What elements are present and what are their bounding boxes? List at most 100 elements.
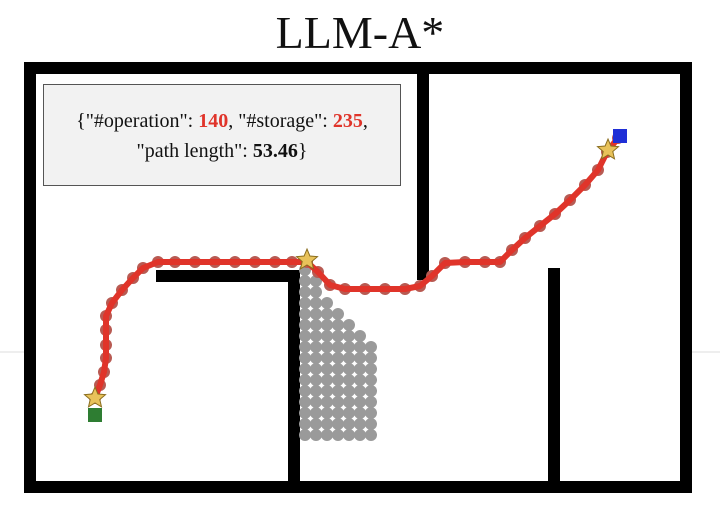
- explored-node: [321, 319, 333, 331]
- wall-left: [24, 62, 36, 493]
- explored-node: [310, 341, 322, 353]
- start-square-icon: [88, 408, 102, 422]
- explored-node: [343, 341, 355, 353]
- explored-node: [321, 407, 333, 419]
- explored-node: [299, 275, 311, 287]
- path-length-value: 53.46: [252, 140, 298, 162]
- explored-node: [321, 418, 333, 430]
- explored-node: [299, 374, 311, 386]
- explored-node: [310, 308, 322, 320]
- explored-node: [343, 330, 355, 342]
- explored-node: [343, 385, 355, 397]
- explored-node: [354, 418, 366, 430]
- wall-inner-horizontal: [156, 270, 300, 282]
- goal-square-icon: [613, 129, 627, 143]
- explored-node: [299, 418, 311, 430]
- explored-node: [299, 385, 311, 397]
- explored-node: [321, 374, 333, 386]
- explored-node: [343, 418, 355, 430]
- explored-node: [354, 330, 366, 342]
- explored-node: [310, 374, 322, 386]
- stats-line-1: {"#operation": 140, "#storage": 235,: [76, 110, 368, 132]
- explored-node: [354, 407, 366, 419]
- explored-node: [321, 308, 333, 320]
- explored-node: [354, 363, 366, 375]
- explored-node: [365, 407, 377, 419]
- explored-node: [321, 341, 333, 353]
- explored-node: [299, 330, 311, 342]
- operation-value: 140: [198, 110, 229, 132]
- explored-node: [365, 374, 377, 386]
- explored-node: [332, 319, 344, 331]
- wall-inner-vertical-middle: [288, 270, 300, 482]
- explored-node: [365, 429, 377, 441]
- explored-node: [310, 385, 322, 397]
- explored-node: [343, 363, 355, 375]
- star-icon: [295, 247, 319, 270]
- explored-node: [321, 352, 333, 364]
- explored-node: [332, 407, 344, 419]
- explored-node: [321, 297, 333, 309]
- star-icon: [83, 385, 107, 408]
- explored-node: [321, 363, 333, 375]
- operation-key: "#operation":: [85, 110, 199, 132]
- path-length-key: "path length":: [136, 140, 253, 162]
- path-line: [92, 135, 621, 401]
- explored-node: [310, 297, 322, 309]
- explored-node: [332, 330, 344, 342]
- explored-node: [332, 396, 344, 408]
- explored-node: [332, 429, 344, 441]
- explored-node: [332, 341, 344, 353]
- explored-node: [354, 352, 366, 364]
- wall-inner-vertical-top: [417, 74, 429, 280]
- explored-node: [310, 275, 322, 287]
- explored-node: [299, 319, 311, 331]
- explored-node: [310, 363, 322, 375]
- explored-node: [343, 429, 355, 441]
- explored-node: [343, 374, 355, 386]
- explored-node: [332, 308, 344, 320]
- stats-box: {"#operation": 140, "#storage": 235, "pa…: [43, 84, 401, 186]
- explored-node: [354, 429, 366, 441]
- stats-line-2: "path length": 53.46}: [136, 140, 308, 162]
- explored-node: [310, 418, 322, 430]
- explored-node: [310, 286, 322, 298]
- explored-node: [365, 385, 377, 397]
- explored-node: [332, 374, 344, 386]
- wall-bottom: [24, 481, 692, 493]
- explored-node: [365, 352, 377, 364]
- figure-title: LLM-A*: [275, 7, 445, 58]
- explored-node: [332, 418, 344, 430]
- explored-node: [299, 363, 311, 375]
- explored-node: [332, 385, 344, 397]
- explored-node: [310, 407, 322, 419]
- storage-value: 235: [332, 110, 363, 132]
- explored-node: [354, 396, 366, 408]
- explored-node: [343, 396, 355, 408]
- explored-node: [310, 330, 322, 342]
- wall-top: [24, 62, 692, 74]
- explored-node: [299, 341, 311, 353]
- wall-right: [680, 62, 692, 493]
- walls: [24, 62, 692, 493]
- explored-node: [321, 429, 333, 441]
- path-layer: [89, 132, 624, 404]
- explored-node: [321, 330, 333, 342]
- explored-node: [343, 319, 355, 331]
- explored-node: [299, 286, 311, 298]
- explored-node: [321, 385, 333, 397]
- explored-node: [299, 352, 311, 364]
- explored-node: [321, 396, 333, 408]
- explored-node: [310, 429, 322, 441]
- explored-node: [310, 352, 322, 364]
- explored-node: [365, 363, 377, 375]
- explored-node: [354, 374, 366, 386]
- explored-node: [299, 429, 311, 441]
- explored-node: [365, 418, 377, 430]
- star-icon: [596, 137, 620, 160]
- explored-node: [310, 319, 322, 331]
- explored-nodes: [299, 264, 377, 441]
- explored-node: [365, 396, 377, 408]
- wall-inner-vertical-right: [548, 268, 560, 482]
